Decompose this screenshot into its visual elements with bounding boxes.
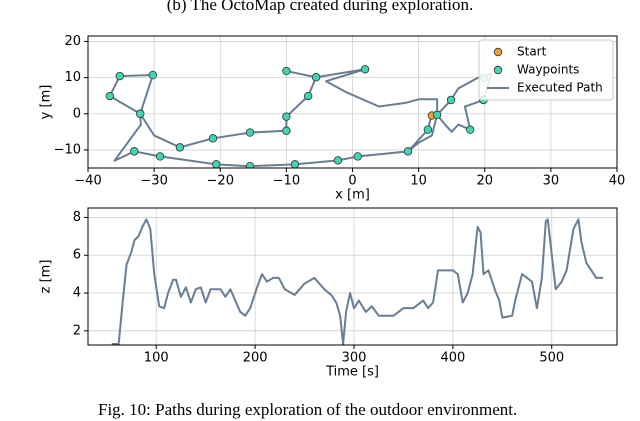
- marker: [282, 66, 291, 76]
- x-tick-label: 100: [144, 351, 169, 366]
- y-tick-label: 20: [64, 34, 81, 49]
- x-tick-label: −20: [207, 174, 234, 189]
- marker: [282, 112, 291, 121]
- y-tick-label: 8: [73, 210, 81, 225]
- marker: [208, 134, 218, 143]
- marker: [290, 160, 300, 168]
- legend-label: Start: [517, 45, 547, 59]
- y-axis-label: z [m]: [39, 260, 54, 294]
- y-tick-label: 2: [73, 323, 81, 338]
- x-tick-label: −10: [273, 174, 300, 189]
- y-tick-label: 6: [73, 248, 81, 263]
- y-tick-label: −10: [54, 142, 81, 157]
- legend-label: Executed Path: [517, 81, 603, 95]
- legend-box: [478, 39, 614, 101]
- x-tick-label: 200: [243, 351, 268, 366]
- plot-area: [111, 218, 604, 345]
- caption: Fig. 10: Paths during exploration of the…: [98, 400, 517, 419]
- marker: [212, 160, 221, 168]
- x-tick-label: 500: [539, 351, 564, 366]
- x-tick-label: −30: [140, 174, 167, 189]
- marker: [136, 109, 145, 118]
- marker: [303, 91, 313, 101]
- marker: [245, 161, 255, 168]
- x-tick-label: 30: [543, 174, 560, 189]
- x-tick-label: 10: [410, 174, 427, 189]
- marker: [432, 110, 442, 120]
- x-tick-label: −40: [74, 174, 101, 189]
- x-tick-label: 0: [348, 174, 356, 189]
- frame: [87, 35, 618, 169]
- marker: [115, 71, 124, 81]
- y-tick-label: 0: [73, 106, 81, 121]
- marker: [105, 91, 115, 101]
- legend-swatch: [493, 65, 503, 75]
- caption-top: (b) The OctoMap created during explorati…: [167, 0, 474, 14]
- y-tick-label: 10: [64, 70, 81, 85]
- plot-area: [105, 65, 493, 168]
- x-axis-label: Time [s]: [325, 365, 379, 380]
- marker: [155, 152, 165, 161]
- marker: [130, 147, 139, 156]
- marker: [175, 143, 185, 152]
- marker: [148, 70, 158, 80]
- marker: [353, 152, 362, 161]
- marker: [333, 156, 343, 165]
- marker: [466, 125, 475, 134]
- x-tick-label: 400: [440, 351, 465, 366]
- x-tick-label: 300: [342, 351, 367, 366]
- legend-label: Waypoints: [517, 63, 579, 77]
- marker: [423, 125, 433, 134]
- marker: [245, 128, 255, 137]
- marker: [311, 73, 321, 82]
- frame: [87, 207, 618, 346]
- y-axis-label: y [m]: [39, 85, 54, 120]
- path-line: [111, 218, 604, 345]
- marker: [446, 95, 456, 105]
- x-tick-label: 40: [609, 174, 626, 189]
- y-tick-label: 4: [73, 286, 81, 301]
- legend-swatch: [493, 47, 503, 57]
- x-axis-label: x [m]: [335, 188, 370, 203]
- marker: [403, 147, 413, 156]
- marker: [282, 126, 291, 135]
- marker: [360, 65, 370, 74]
- x-tick-label: 20: [476, 174, 493, 189]
